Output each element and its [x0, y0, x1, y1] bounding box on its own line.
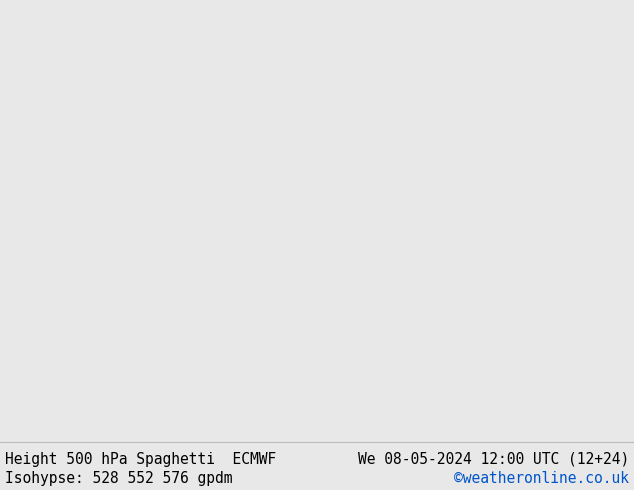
Text: Height 500 hPa Spaghetti  ECMWF: Height 500 hPa Spaghetti ECMWF	[5, 452, 276, 466]
Text: Isohypse: 528 552 576 gpdm: Isohypse: 528 552 576 gpdm	[5, 471, 233, 486]
Text: ©weatheronline.co.uk: ©weatheronline.co.uk	[454, 471, 629, 486]
Text: We 08-05-2024 12:00 UTC (12+24): We 08-05-2024 12:00 UTC (12+24)	[358, 452, 629, 466]
